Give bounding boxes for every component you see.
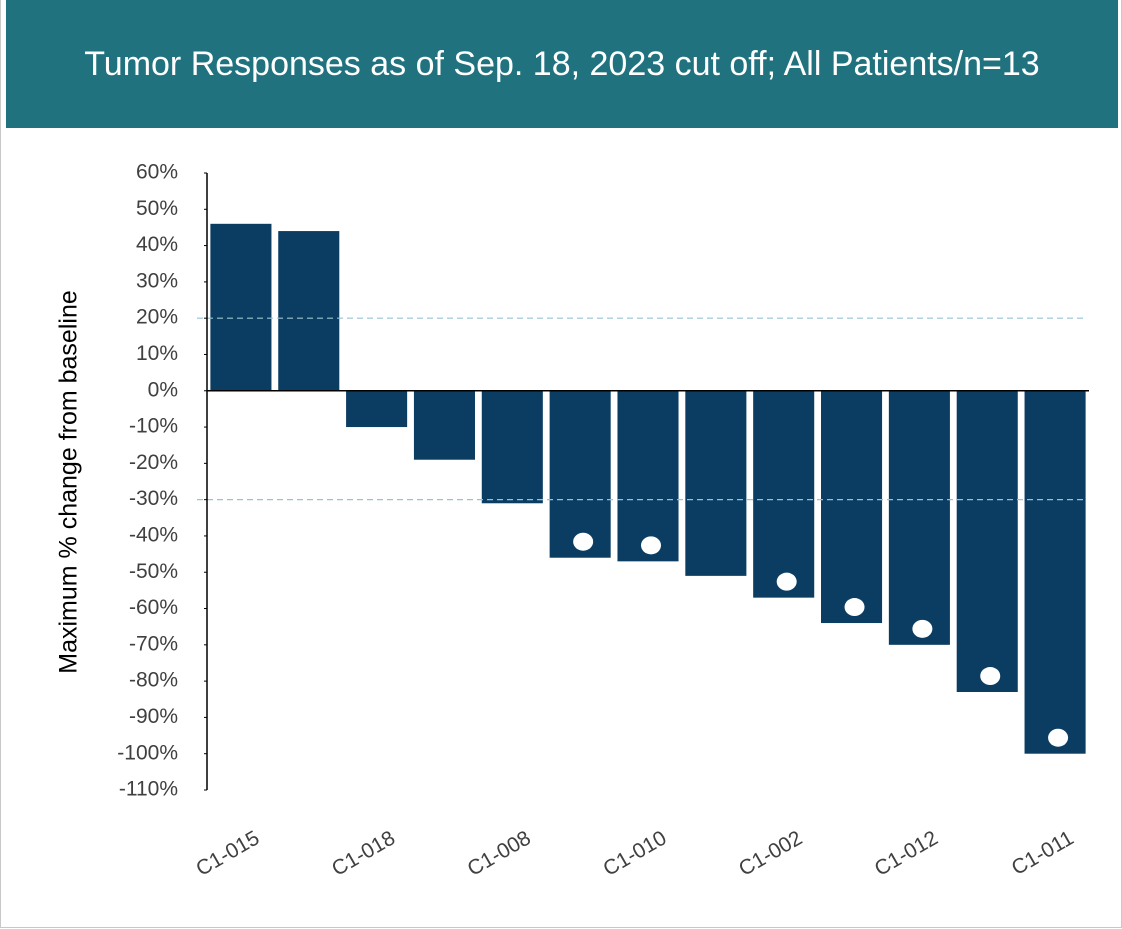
- x-tick-label: C1-010: [599, 826, 670, 880]
- y-tick-label: 30%: [136, 269, 178, 292]
- bar: [278, 231, 340, 391]
- bar-marker: [1048, 728, 1069, 747]
- x-tick-label: C1-015: [192, 826, 263, 880]
- bar: [753, 390, 815, 598]
- bar: [888, 390, 950, 645]
- bar-marker: [844, 598, 865, 617]
- y-tick-label: -60%: [129, 596, 178, 619]
- y-tick-label: -20%: [129, 451, 178, 474]
- bar: [210, 223, 272, 391]
- y-tick-label: -10%: [129, 415, 178, 438]
- y-tick-label: 0%: [148, 378, 178, 401]
- y-axis-title: Maximum % change from baseline: [55, 290, 83, 674]
- y-tick-label: -100%: [117, 741, 178, 764]
- bar-marker: [776, 572, 797, 591]
- bar: [617, 390, 679, 562]
- x-tick-label: C1-011: [1008, 826, 1078, 880]
- y-tick-label: -50%: [129, 560, 178, 583]
- bar-marker: [912, 619, 933, 638]
- y-tick-label: 20%: [136, 306, 178, 329]
- y-tick-label: -30%: [129, 487, 178, 510]
- bar-marker: [980, 667, 1001, 686]
- y-tick-label: 50%: [136, 197, 178, 220]
- x-tick-label: C1-008: [464, 826, 535, 880]
- y-tick-label: -70%: [129, 632, 178, 655]
- bar: [549, 390, 611, 558]
- chart-title: Tumor Responses as of Sep. 18, 2023 cut …: [84, 44, 1040, 83]
- bar-marker: [573, 532, 594, 551]
- bar-marker: [641, 536, 661, 555]
- bar: [413, 390, 475, 460]
- y-tick-label: -40%: [129, 523, 178, 546]
- x-tick-label: C1-002: [735, 826, 806, 880]
- x-tick-label: C1-012: [871, 826, 942, 880]
- bar: [685, 390, 747, 576]
- x-tick-label: C1-018: [328, 826, 399, 880]
- y-tick-label: 10%: [136, 342, 178, 365]
- bar: [346, 390, 408, 428]
- y-tick-label: 60%: [136, 161, 178, 184]
- bar: [1024, 390, 1086, 754]
- bar: [821, 390, 883, 624]
- bar: [956, 390, 1018, 693]
- header: Tumor Responses as of Sep. 18, 2023 cut …: [6, 0, 1118, 128]
- y-tick-label: -110%: [119, 778, 178, 801]
- y-tick-label: -80%: [129, 669, 178, 692]
- y-tick-label: -90%: [129, 705, 178, 728]
- y-tick-label: 40%: [136, 233, 178, 256]
- bar: [481, 390, 543, 504]
